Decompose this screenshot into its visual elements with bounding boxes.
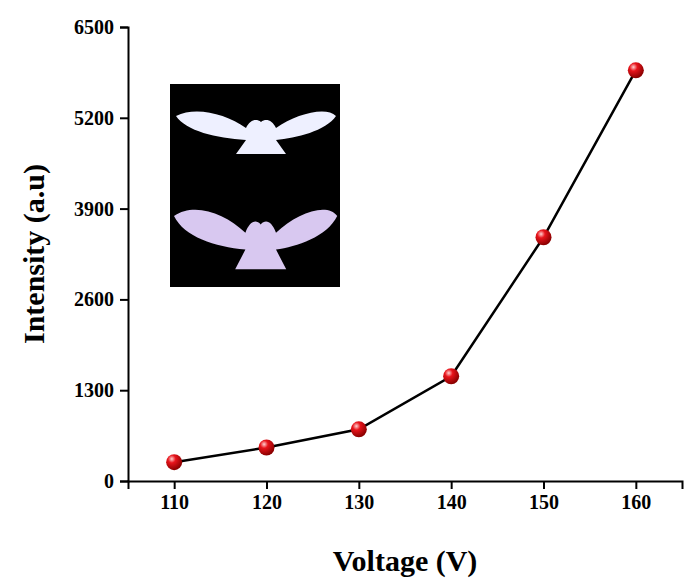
y-tick: 2600 bbox=[74, 288, 128, 310]
axis-line bbox=[120, 28, 129, 482]
tick-mark bbox=[358, 481, 360, 489]
tick-mark bbox=[120, 390, 128, 392]
x-tick: 150 bbox=[529, 481, 559, 513]
x-tick: 130 bbox=[344, 481, 374, 513]
y-axis-title: Intensity (a.u) bbox=[17, 164, 51, 344]
tick-label: 110 bbox=[160, 491, 189, 513]
inset-background bbox=[170, 84, 340, 287]
tick-label: 5200 bbox=[74, 107, 114, 129]
tick-label: 130 bbox=[344, 491, 374, 513]
y-axis: 0 1300 2600 3900 5200 6500 bbox=[74, 16, 129, 492]
y-tick: 5200 bbox=[74, 107, 128, 129]
tick-mark bbox=[174, 481, 176, 489]
tick-label: 0 bbox=[104, 470, 114, 492]
point bbox=[351, 421, 367, 437]
point bbox=[259, 439, 275, 455]
inset-photo bbox=[170, 84, 340, 287]
tick-mark bbox=[543, 481, 545, 489]
tick-label: 120 bbox=[252, 491, 282, 513]
tick-mark bbox=[120, 27, 128, 29]
tick-label: 150 bbox=[529, 491, 559, 513]
axis-line bbox=[129, 482, 683, 490]
tick-label: 6500 bbox=[74, 16, 114, 38]
tick-mark bbox=[120, 208, 128, 210]
tick-mark bbox=[120, 299, 128, 301]
x-tick: 120 bbox=[252, 481, 282, 513]
point bbox=[628, 62, 644, 78]
point bbox=[536, 229, 552, 245]
tick-label: 1300 bbox=[74, 379, 114, 401]
y-tick: 1300 bbox=[74, 379, 128, 401]
tick-label: 2600 bbox=[74, 288, 114, 310]
x-tick: 110 bbox=[160, 481, 189, 513]
plot: 110 120 130 140 150 160 0 1300 2600 3900 5200 6500 bbox=[74, 16, 683, 513]
point bbox=[443, 368, 459, 384]
x-tick: 160 bbox=[621, 481, 651, 513]
x-tick: 140 bbox=[437, 481, 467, 513]
x-axis-title: Voltage (V) bbox=[333, 544, 478, 578]
tick-mark bbox=[635, 481, 637, 489]
tick-mark bbox=[120, 117, 128, 119]
tick-label: 140 bbox=[437, 491, 467, 513]
tick-label: 3900 bbox=[74, 198, 114, 220]
y-tick: 3900 bbox=[74, 198, 128, 220]
tick-label: 160 bbox=[621, 491, 651, 513]
marks bbox=[166, 62, 644, 470]
y-tick: 0 bbox=[104, 470, 128, 492]
chart: 110 120 130 140 150 160 0 1300 2600 3900 5200 6500 V… bbox=[0, 0, 692, 585]
inset-bird bbox=[176, 112, 336, 154]
tick-mark bbox=[120, 481, 128, 483]
tick-mark bbox=[451, 481, 453, 489]
tick-mark bbox=[266, 481, 268, 489]
point bbox=[166, 454, 182, 470]
x-axis: 110 120 130 140 150 160 bbox=[129, 481, 683, 513]
line bbox=[174, 70, 636, 462]
inset-bird bbox=[174, 210, 337, 269]
y-tick: 6500 bbox=[74, 16, 128, 38]
